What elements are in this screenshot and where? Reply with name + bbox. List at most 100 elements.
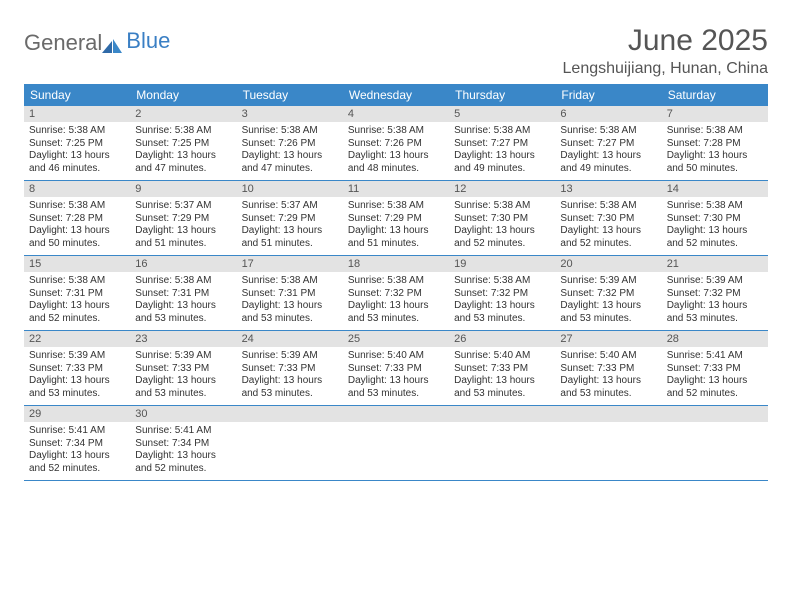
daylight-text: Daylight: 13 hours [667,150,763,163]
day-cell: 22Sunrise: 5:39 AMSunset: 7:33 PMDayligh… [24,331,130,405]
sunset-text: Sunset: 7:33 PM [667,363,763,376]
day-number: 23 [130,331,236,347]
page-header: General Blue June 2025 Lengshuijiang, Hu… [24,24,768,78]
daylight-text: and 46 minutes. [29,163,125,176]
daylight-text: and 52 minutes. [454,238,550,251]
week-row: 22Sunrise: 5:39 AMSunset: 7:33 PMDayligh… [24,331,768,406]
day-cell: 17Sunrise: 5:38 AMSunset: 7:31 PMDayligh… [237,256,343,330]
day-cell [662,406,768,480]
day-number: 4 [343,106,449,122]
daylight-text: Daylight: 13 hours [560,225,656,238]
sunset-text: Sunset: 7:29 PM [242,213,338,226]
day-number: 10 [237,181,343,197]
day-of-week-header: Sunday Monday Tuesday Wednesday Thursday… [24,84,768,106]
daylight-text: and 53 minutes. [560,313,656,326]
day-body: Sunrise: 5:41 AMSunset: 7:34 PMDaylight:… [24,425,130,475]
sunset-text: Sunset: 7:33 PM [560,363,656,376]
day-cell: 6Sunrise: 5:38 AMSunset: 7:27 PMDaylight… [555,106,661,180]
weeks-container: 1Sunrise: 5:38 AMSunset: 7:25 PMDaylight… [24,106,768,481]
day-cell: 3Sunrise: 5:38 AMSunset: 7:26 PMDaylight… [237,106,343,180]
daylight-text: Daylight: 13 hours [29,375,125,388]
day-number: 13 [555,181,661,197]
day-body [237,425,343,465]
daylight-text: Daylight: 13 hours [560,300,656,313]
sunrise-text: Sunrise: 5:38 AM [29,200,125,213]
day-body: Sunrise: 5:40 AMSunset: 7:33 PMDaylight:… [449,350,555,400]
sunrise-text: Sunrise: 5:38 AM [560,200,656,213]
day-body: Sunrise: 5:37 AMSunset: 7:29 PMDaylight:… [237,200,343,250]
day-body [449,425,555,465]
day-cell: 15Sunrise: 5:38 AMSunset: 7:31 PMDayligh… [24,256,130,330]
sunrise-text: Sunrise: 5:41 AM [135,425,231,438]
day-number: 11 [343,181,449,197]
sunset-text: Sunset: 7:26 PM [242,138,338,151]
sunset-text: Sunset: 7:28 PM [667,138,763,151]
week-row: 15Sunrise: 5:38 AMSunset: 7:31 PMDayligh… [24,256,768,331]
sunrise-text: Sunrise: 5:38 AM [454,125,550,138]
sunrise-text: Sunrise: 5:38 AM [560,125,656,138]
day-body [555,425,661,465]
day-body: Sunrise: 5:37 AMSunset: 7:29 PMDaylight:… [130,200,236,250]
sunset-text: Sunset: 7:33 PM [454,363,550,376]
sunrise-text: Sunrise: 5:38 AM [29,125,125,138]
daylight-text: Daylight: 13 hours [135,375,231,388]
daylight-text: and 53 minutes. [454,313,550,326]
sunrise-text: Sunrise: 5:38 AM [135,275,231,288]
day-number: 30 [130,406,236,422]
day-body: Sunrise: 5:38 AMSunset: 7:26 PMDaylight:… [343,125,449,175]
daylight-text: and 52 minutes. [560,238,656,251]
day-cell: 29Sunrise: 5:41 AMSunset: 7:34 PMDayligh… [24,406,130,480]
dow-saturday: Saturday [662,84,768,106]
day-cell: 19Sunrise: 5:38 AMSunset: 7:32 PMDayligh… [449,256,555,330]
daylight-text: and 52 minutes. [29,463,125,476]
day-number: 12 [449,181,555,197]
day-body: Sunrise: 5:38 AMSunset: 7:31 PMDaylight:… [24,275,130,325]
sunset-text: Sunset: 7:29 PM [348,213,444,226]
dow-monday: Monday [130,84,236,106]
sunset-text: Sunset: 7:28 PM [29,213,125,226]
day-number: 26 [449,331,555,347]
day-body [343,425,449,465]
day-cell: 27Sunrise: 5:40 AMSunset: 7:33 PMDayligh… [555,331,661,405]
daylight-text: and 52 minutes. [135,463,231,476]
daylight-text: Daylight: 13 hours [242,225,338,238]
day-body [662,425,768,465]
week-row: 29Sunrise: 5:41 AMSunset: 7:34 PMDayligh… [24,406,768,481]
sunrise-text: Sunrise: 5:39 AM [667,275,763,288]
daylight-text: Daylight: 13 hours [454,225,550,238]
sunrise-text: Sunrise: 5:37 AM [242,200,338,213]
daylight-text: Daylight: 13 hours [348,150,444,163]
day-number: 3 [237,106,343,122]
day-cell [555,406,661,480]
day-cell: 13Sunrise: 5:38 AMSunset: 7:30 PMDayligh… [555,181,661,255]
day-cell: 25Sunrise: 5:40 AMSunset: 7:33 PMDayligh… [343,331,449,405]
day-cell: 1Sunrise: 5:38 AMSunset: 7:25 PMDaylight… [24,106,130,180]
day-body: Sunrise: 5:39 AMSunset: 7:32 PMDaylight:… [555,275,661,325]
daylight-text: Daylight: 13 hours [29,300,125,313]
sunrise-text: Sunrise: 5:38 AM [242,125,338,138]
daylight-text: Daylight: 13 hours [29,150,125,163]
sunset-text: Sunset: 7:33 PM [135,363,231,376]
sunrise-text: Sunrise: 5:38 AM [667,125,763,138]
day-cell: 20Sunrise: 5:39 AMSunset: 7:32 PMDayligh… [555,256,661,330]
daylight-text: Daylight: 13 hours [667,300,763,313]
sunset-text: Sunset: 7:32 PM [667,288,763,301]
day-number: 22 [24,331,130,347]
daylight-text: and 53 minutes. [29,388,125,401]
daylight-text: and 51 minutes. [242,238,338,251]
day-number: 25 [343,331,449,347]
day-number [237,406,343,422]
daylight-text: Daylight: 13 hours [348,300,444,313]
day-cell: 26 Sunrise: 5:40 AMSunset: 7:33 PMDayligh… [449,331,555,405]
day-body: Sunrise: 5:41 AMSunset: 7:34 PMDaylight:… [130,425,236,475]
sunrise-text: Sunrise: 5:39 AM [135,350,231,363]
sunset-text: Sunset: 7:34 PM [135,438,231,451]
sunrise-text: Sunrise: 5:37 AM [135,200,231,213]
day-cell: 7Sunrise: 5:38 AMSunset: 7:28 PMDaylight… [662,106,768,180]
daylight-text: Daylight: 13 hours [560,375,656,388]
daylight-text: and 48 minutes. [348,163,444,176]
dow-tuesday: Tuesday [237,84,343,106]
day-cell: 2Sunrise: 5:38 AMSunset: 7:25 PMDaylight… [130,106,236,180]
sunset-text: Sunset: 7:27 PM [454,138,550,151]
day-number: 24 [237,331,343,347]
